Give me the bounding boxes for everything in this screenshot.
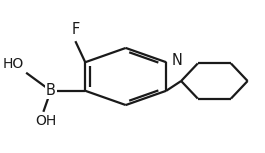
Text: N: N — [172, 53, 183, 68]
Text: HO: HO — [2, 57, 24, 71]
Text: B: B — [46, 83, 56, 98]
Text: OH: OH — [35, 114, 56, 128]
Text: F: F — [71, 22, 80, 37]
